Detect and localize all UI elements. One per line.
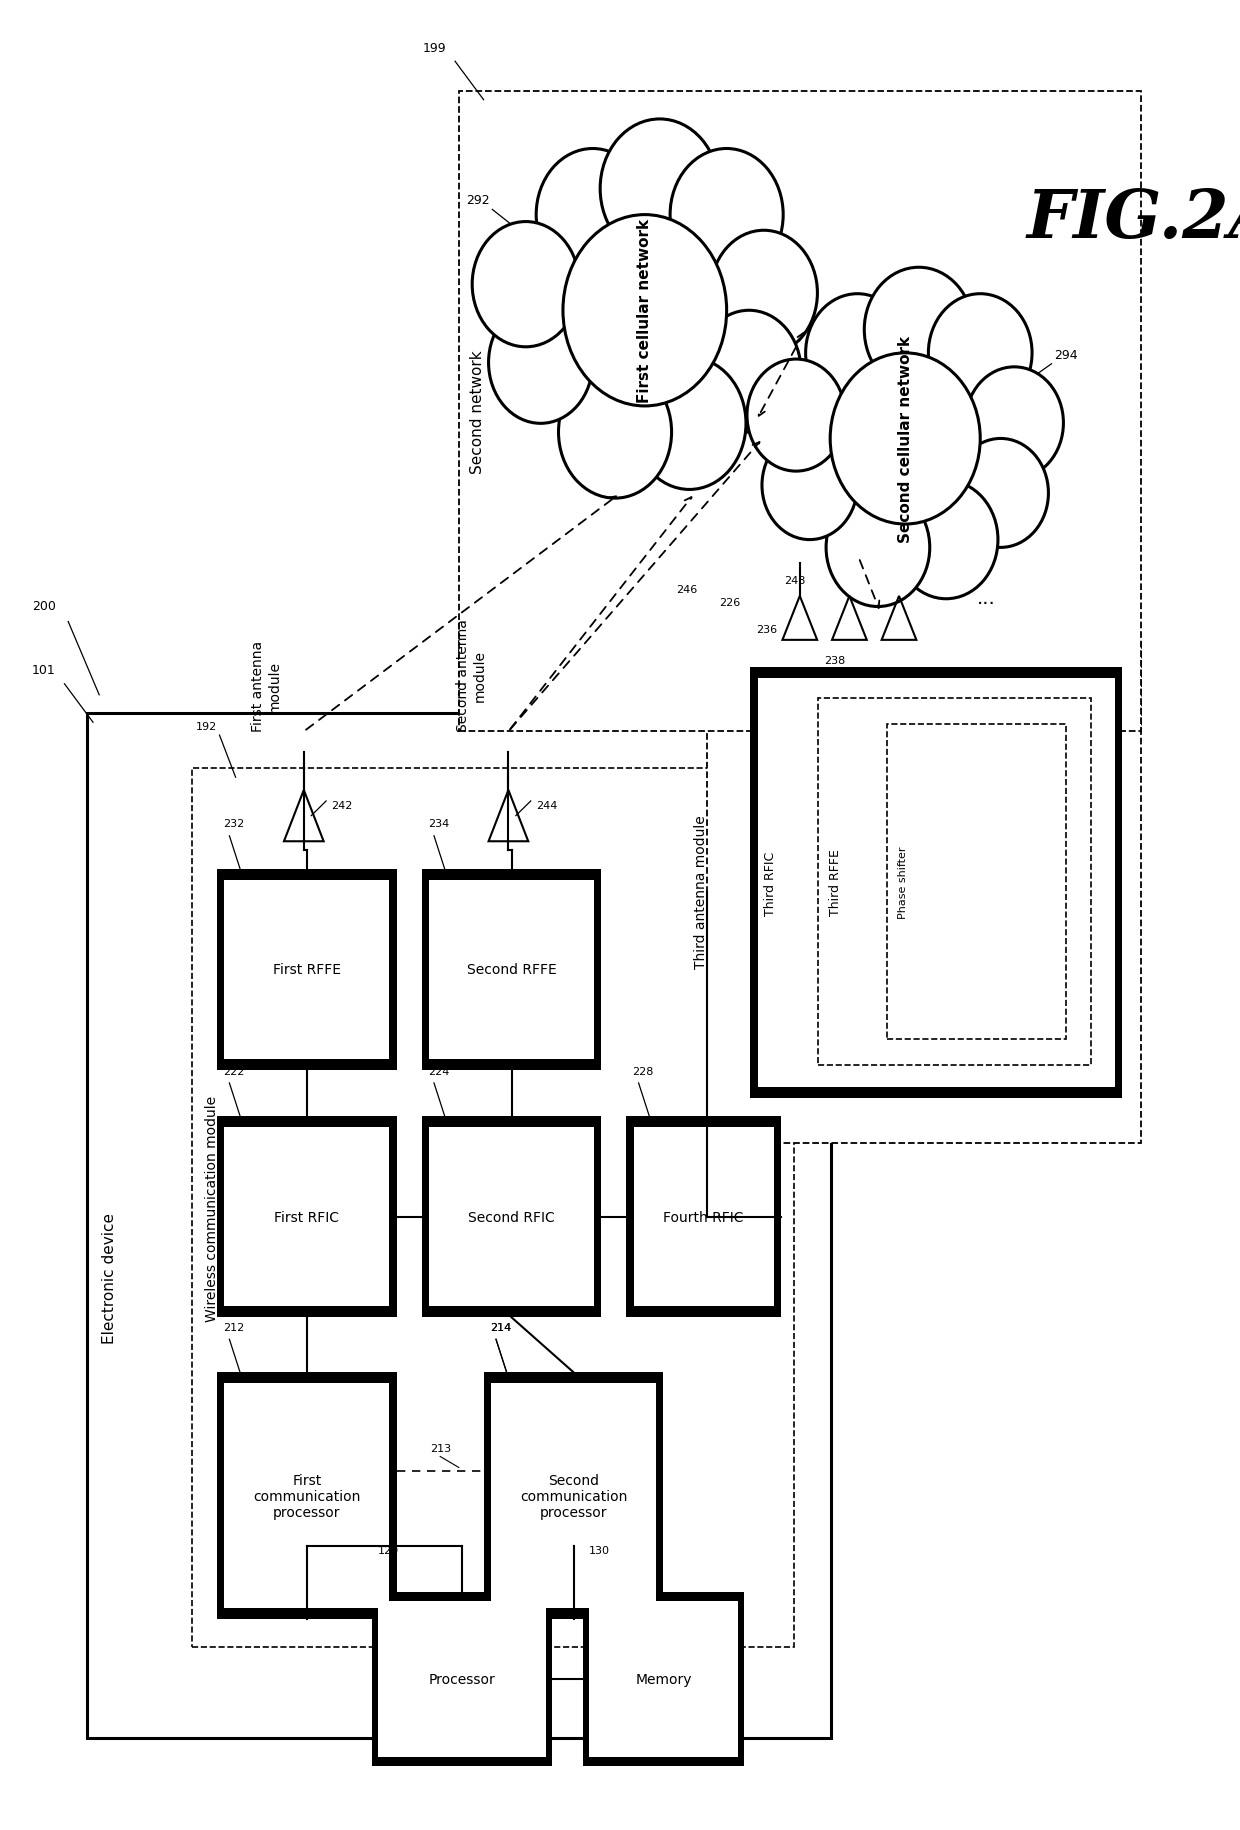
Bar [758,679,1115,1087]
Text: Third RFFE: Third RFFE [830,849,842,915]
Text: 224: 224 [428,1067,449,1076]
Text: First cellular network: First cellular network [637,220,652,403]
Bar [459,92,1141,732]
Bar [818,699,1091,1065]
Text: 248: 248 [784,576,805,586]
Text: 228: 228 [632,1067,653,1076]
Ellipse shape [826,489,930,608]
Ellipse shape [472,223,579,348]
Bar [583,1592,744,1766]
Bar [378,1601,546,1757]
Bar [626,1116,781,1318]
Bar [634,1127,774,1307]
Bar [224,880,389,1060]
Ellipse shape [830,353,980,525]
Ellipse shape [711,231,817,357]
Bar [887,725,1066,1039]
Bar [491,1383,656,1609]
Text: Second cellular network: Second cellular network [898,335,913,544]
Text: First RFIC: First RFIC [274,1210,340,1224]
Text: 222: 222 [223,1067,244,1076]
Text: FIG.2A: FIG.2A [1025,187,1240,253]
Bar [224,1127,389,1307]
Bar [707,640,1141,1144]
Text: 120: 120 [378,1546,399,1556]
Bar [422,1116,601,1318]
Bar [217,1116,397,1318]
Text: 294: 294 [1054,348,1078,362]
Ellipse shape [697,311,801,434]
Text: Second
communication
processor: Second communication processor [520,1473,627,1519]
Ellipse shape [965,368,1064,479]
Bar [429,1127,594,1307]
Ellipse shape [746,361,846,472]
Ellipse shape [929,295,1032,414]
Bar [589,1601,738,1757]
Text: Second network: Second network [470,350,485,474]
Bar [372,1592,552,1766]
Bar [217,1372,397,1620]
Text: 226: 226 [719,598,740,608]
Text: 236: 236 [756,626,777,635]
Text: 199: 199 [423,42,446,55]
Text: Electronic device: Electronic device [102,1211,117,1343]
Text: 292: 292 [466,194,490,207]
Text: Second antenna
module: Second antenna module [456,619,486,732]
Text: 244: 244 [536,800,557,811]
Text: 212: 212 [223,1323,244,1332]
Ellipse shape [632,359,746,490]
Bar [429,880,594,1060]
Bar [484,1372,663,1620]
Text: Second RFFE: Second RFFE [466,963,557,977]
Text: 234: 234 [428,820,449,829]
Text: Processor: Processor [429,1673,495,1685]
Text: 213: 213 [429,1444,451,1453]
Text: First
communication
processor: First communication processor [253,1473,361,1519]
Ellipse shape [761,432,858,540]
Text: 214: 214 [490,1323,511,1332]
Text: 101: 101 [32,664,56,677]
Ellipse shape [952,439,1048,549]
Text: First RFFE: First RFFE [273,963,341,977]
Text: Memory: Memory [635,1673,692,1685]
Bar [217,869,397,1071]
Text: 200: 200 [32,600,56,613]
Bar [224,1383,389,1609]
Text: 214: 214 [490,1323,511,1332]
Bar [750,668,1122,1098]
Text: 192: 192 [196,723,217,732]
Text: 232: 232 [223,820,244,829]
Text: Third antenna module: Third antenna module [693,816,708,968]
Bar [87,714,831,1738]
Text: Second RFIC: Second RFIC [469,1210,554,1224]
Ellipse shape [558,366,672,500]
Ellipse shape [894,481,998,600]
Ellipse shape [864,269,973,393]
Bar [192,769,794,1647]
Text: First antenna
module: First antenna module [252,640,281,732]
Text: Phase shifter: Phase shifter [898,845,908,919]
Bar [422,869,601,1071]
Text: Third RFIC: Third RFIC [764,851,776,915]
Ellipse shape [489,302,593,425]
Text: 242: 242 [331,800,352,811]
Text: 130: 130 [589,1546,610,1556]
Ellipse shape [600,121,719,260]
Text: Fourth RFIC: Fourth RFIC [663,1210,744,1224]
Ellipse shape [563,216,727,406]
Text: 238: 238 [825,657,846,666]
Ellipse shape [670,150,784,282]
Text: Wireless communication module: Wireless communication module [205,1094,219,1321]
Text: 246: 246 [676,586,697,595]
Ellipse shape [806,295,909,414]
Text: ...: ... [976,589,996,608]
Ellipse shape [536,150,650,282]
